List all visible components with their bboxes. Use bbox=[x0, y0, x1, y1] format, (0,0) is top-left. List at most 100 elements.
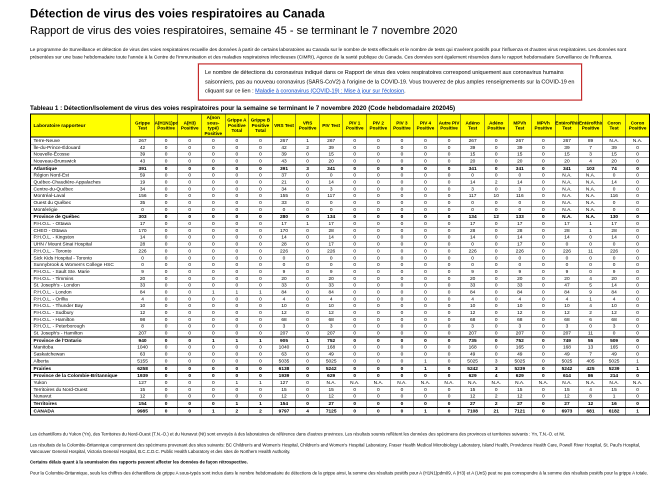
cell: 0 bbox=[154, 136, 179, 145]
cell: 0 bbox=[342, 233, 367, 242]
cell: 0 bbox=[177, 343, 202, 352]
cell: 0 bbox=[201, 192, 226, 200]
cell: 0 bbox=[177, 288, 202, 297]
cell: 0 bbox=[342, 164, 367, 173]
cell: N.A. bbox=[578, 178, 603, 187]
cell: 98 bbox=[130, 316, 155, 324]
cell: 14 bbox=[602, 233, 627, 242]
cell: 0 bbox=[201, 240, 226, 249]
cell: 0 bbox=[484, 206, 509, 214]
cell: 0 bbox=[248, 227, 273, 235]
cell: 0 bbox=[130, 206, 155, 214]
page-title: Détection de virus des voies respiratoir… bbox=[30, 7, 325, 20]
cell: 0 bbox=[154, 206, 179, 214]
cell: 15 bbox=[130, 386, 155, 394]
covid-outbreak-link[interactable]: Maladie à coronavirus (COVID-19) : Mise … bbox=[255, 88, 405, 95]
cell: 0 bbox=[366, 199, 391, 207]
cell: N.A. bbox=[578, 206, 603, 214]
cell: 2 bbox=[295, 144, 320, 152]
cell: 0 bbox=[625, 386, 650, 394]
cell: 156 bbox=[130, 192, 155, 200]
row-label: Nouveau-Brunswick bbox=[30, 157, 131, 166]
row-label: Province de Québec bbox=[30, 212, 131, 221]
cell: 0 bbox=[201, 357, 226, 366]
cell: 1 bbox=[224, 379, 249, 387]
column-header: PIV 2 Positive bbox=[366, 113, 391, 138]
cell: 0 bbox=[413, 233, 438, 242]
cell: N.A. bbox=[578, 171, 603, 180]
cell: 1 bbox=[295, 136, 320, 145]
cell: 59 bbox=[130, 171, 155, 180]
table-row: P.H.O.L. - London 84 0 0 1 1 1 84 0 84 0 0 0 0 0 84 0 84 0… bbox=[30, 288, 650, 297]
cell: 4 bbox=[578, 157, 603, 166]
cell: 14 bbox=[507, 233, 532, 242]
cell: 0 bbox=[248, 192, 273, 200]
cell: 0 bbox=[507, 254, 532, 262]
row-label: Territoires bbox=[30, 399, 131, 408]
cell: 1 bbox=[224, 399, 249, 408]
cell: 0 bbox=[342, 322, 367, 331]
cell: 614 bbox=[554, 371, 579, 380]
cell: 0 bbox=[531, 302, 556, 310]
cell: 0 bbox=[531, 281, 556, 290]
cell: 0 bbox=[389, 233, 414, 242]
cell: N.A. bbox=[460, 379, 485, 387]
cell: 0 bbox=[389, 302, 414, 310]
cell: 134 bbox=[460, 212, 485, 221]
cell: 0 bbox=[602, 240, 627, 249]
cell: 0 bbox=[625, 164, 650, 173]
row-label: Montérégie bbox=[30, 206, 131, 214]
cell: 267 bbox=[554, 136, 579, 145]
cell: 0 bbox=[224, 247, 249, 255]
cell: 0 bbox=[437, 185, 462, 193]
cell: 68 bbox=[507, 316, 532, 324]
cell: 0 bbox=[460, 206, 485, 214]
cell: 0 bbox=[413, 157, 438, 166]
cell: 9 bbox=[319, 268, 344, 276]
cell: 0 bbox=[625, 316, 650, 324]
table-row: Terre-Neuve 267 0 0 0 0 0 267 1 267 0 0 0 0 0 267 0 267 0 2… bbox=[30, 136, 650, 145]
cell: 0 bbox=[342, 212, 367, 221]
cell: 0 bbox=[389, 136, 414, 145]
cell: 905 bbox=[271, 336, 297, 345]
cell: 0 bbox=[531, 178, 556, 187]
cell: 0 bbox=[201, 275, 226, 283]
cell: 14 bbox=[602, 178, 627, 187]
cell: 0 bbox=[366, 192, 391, 200]
cell: 0 bbox=[248, 364, 273, 373]
cell: 4 bbox=[130, 295, 155, 303]
cell: 0 bbox=[413, 386, 438, 394]
row-label: P.H.O.L. - Ottawa bbox=[30, 220, 131, 228]
column-header: EntéroRhino Test bbox=[554, 113, 579, 138]
cell: 9 bbox=[460, 268, 485, 276]
cell: 0 bbox=[578, 233, 603, 242]
cell: 34 bbox=[271, 185, 297, 193]
row-label: P.H.O.L. - London bbox=[30, 288, 131, 297]
cell: 5025 bbox=[554, 357, 579, 366]
cell: 0 bbox=[177, 371, 202, 380]
cell: 84 bbox=[602, 288, 627, 297]
cell: 20 bbox=[554, 157, 579, 166]
row-label: Sick Kids Hospital - Toronto bbox=[30, 254, 131, 262]
cell: 0 bbox=[437, 343, 462, 352]
cell: 0 bbox=[177, 386, 202, 394]
table-row: P.H.O.L. - Toronto 226 0 0 0 0 0 226 0 226 0 0 0 0 0 22… bbox=[30, 247, 650, 255]
column-header: Adéno Test bbox=[460, 113, 485, 138]
cell: 1 bbox=[578, 220, 603, 228]
cell: 134 bbox=[319, 212, 344, 221]
table-row: P.H.O.L. - Sudbury 12 0 0 0 0 0 12 0 12 0 0 0 0 0 12 0 12… bbox=[30, 309, 650, 317]
cell: 0 bbox=[154, 150, 179, 159]
cell: 0 bbox=[366, 136, 391, 145]
cell: 3 bbox=[460, 185, 485, 193]
cell: 7125 bbox=[319, 407, 344, 416]
cell: 341 bbox=[460, 164, 485, 173]
cell: 0 bbox=[389, 157, 414, 166]
cell: 0 bbox=[295, 178, 320, 187]
table-row: St. Joseph's - London 33 0 0 0 0 0 33 0 33 0 0 0 0 0 33… bbox=[30, 281, 650, 290]
cell: 1040 bbox=[271, 343, 297, 352]
cell: 0 bbox=[177, 316, 202, 324]
cell: 341 bbox=[554, 164, 579, 173]
cell: 4 bbox=[484, 371, 509, 380]
cell: 0 bbox=[248, 136, 273, 145]
cell: 0 bbox=[366, 295, 391, 303]
